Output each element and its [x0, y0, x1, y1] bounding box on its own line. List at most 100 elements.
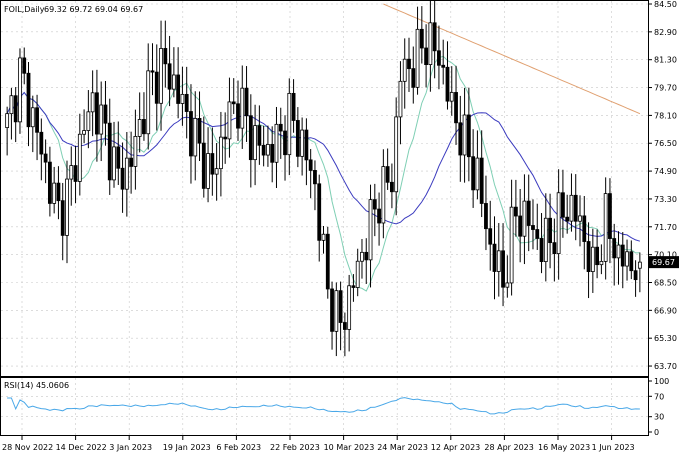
- price-tick-label: 78.10: [654, 111, 677, 120]
- candle-bull: [90, 92, 95, 113]
- candle-bear: [231, 101, 236, 105]
- candle-bear: [419, 28, 424, 49]
- candle-bull: [52, 182, 57, 204]
- candle-bull: [159, 48, 163, 104]
- candle-bull: [522, 200, 527, 237]
- candle-bear: [210, 153, 215, 175]
- candle-bear: [189, 111, 193, 157]
- date-tick-label: 16 May 2023: [538, 443, 590, 452]
- candle-bear: [103, 104, 108, 124]
- candle-bear: [295, 120, 300, 157]
- rsi-line: [7, 397, 640, 415]
- candle-bull: [368, 199, 373, 261]
- candle-bull: [637, 261, 642, 269]
- candle-bear: [535, 229, 540, 239]
- price-tick-label: 76.50: [654, 139, 677, 148]
- candle-bear: [561, 192, 565, 218]
- candle-bear: [582, 215, 587, 242]
- candle-bull: [180, 93, 185, 104]
- candle-bear: [501, 250, 505, 288]
- price-tick-label: 73.30: [654, 195, 677, 204]
- candle-bull: [30, 107, 35, 128]
- candle-bear: [120, 167, 125, 190]
- candle-bull: [266, 144, 270, 156]
- date-tick-label: 24 Mar 2023: [377, 443, 428, 452]
- candle-bull: [415, 28, 420, 88]
- candle-bear: [432, 22, 437, 52]
- candle-bear: [270, 144, 275, 163]
- candle-bear: [107, 122, 112, 181]
- rsi-tick-label: 0: [654, 428, 659, 437]
- candle-bull: [65, 178, 69, 236]
- last-price-marker: [649, 256, 679, 269]
- candle-bull: [5, 113, 10, 128]
- candle-bear: [471, 156, 476, 191]
- price-tick-label: 63.70: [654, 362, 677, 371]
- candle-bull: [578, 215, 582, 222]
- candle-bear: [39, 131, 44, 155]
- candle-bull: [599, 260, 604, 266]
- price-tick-label: 68.50: [654, 278, 677, 287]
- candle-bear: [573, 194, 578, 222]
- candle-bear: [411, 68, 416, 88]
- candle-bear: [586, 241, 591, 272]
- candle-bear: [176, 74, 181, 104]
- candle-bear: [129, 157, 134, 167]
- candle-bear: [283, 130, 287, 156]
- rsi-tick-label: 30: [654, 413, 664, 422]
- candle-bull: [240, 87, 245, 129]
- candle-bear: [595, 246, 600, 266]
- date-tick-label: 28 Nov 2022: [2, 443, 53, 452]
- candle-bear: [364, 251, 369, 261]
- candle-bear: [325, 233, 330, 290]
- candle-bear: [629, 251, 634, 272]
- candle-bear: [565, 216, 570, 222]
- candle-bear: [26, 72, 31, 128]
- date-tick-label: 12 Apr 2023: [431, 443, 480, 452]
- rsi-tick-label: 100: [654, 377, 669, 386]
- candle-bear: [223, 136, 228, 140]
- candle-bear: [526, 200, 531, 226]
- candle-bear: [35, 107, 39, 133]
- candle-bear: [338, 290, 343, 323]
- price-panel: [0, 0, 649, 377]
- candle-bull: [287, 92, 292, 156]
- candle-bull: [398, 80, 403, 118]
- candle-bear: [492, 243, 497, 272]
- candle-bear: [261, 144, 266, 156]
- candle-bull: [556, 192, 561, 255]
- candle-bear: [313, 170, 317, 185]
- ma-mid-line: [6, 91, 641, 242]
- symbol-label: FOIL,Daily: [4, 5, 45, 14]
- candle-bear: [633, 270, 638, 281]
- candle-bull: [82, 130, 86, 135]
- rsi-label: RSI(14) 45.0606: [4, 381, 69, 390]
- candle-bear: [184, 93, 189, 112]
- candle-bear: [22, 57, 27, 74]
- price-tick-label: 65.30: [654, 334, 677, 343]
- candle-bull: [381, 166, 386, 224]
- candle-bear: [167, 63, 172, 90]
- candle-bear: [304, 129, 309, 161]
- candle-bull: [253, 125, 257, 161]
- candle-bear: [142, 119, 146, 135]
- date-tick-label: 3 Jan 2023: [109, 443, 152, 452]
- candle-bull: [9, 95, 14, 115]
- candle-bear: [390, 181, 394, 193]
- candle-bear: [454, 92, 458, 124]
- price-tick-label: 81.30: [654, 56, 677, 65]
- candle-bull: [218, 136, 223, 170]
- candle-bull: [462, 114, 467, 156]
- candle-bull: [616, 244, 621, 259]
- candle-bear: [201, 142, 206, 189]
- candle-bear: [197, 118, 202, 144]
- candle-bear: [484, 203, 488, 230]
- candles: [5, 0, 642, 357]
- candle-bear: [73, 165, 78, 182]
- candle-bear: [342, 322, 347, 330]
- candle-bear: [56, 182, 61, 202]
- ma-short-line: [6, 55, 640, 292]
- candle-bull: [625, 251, 629, 267]
